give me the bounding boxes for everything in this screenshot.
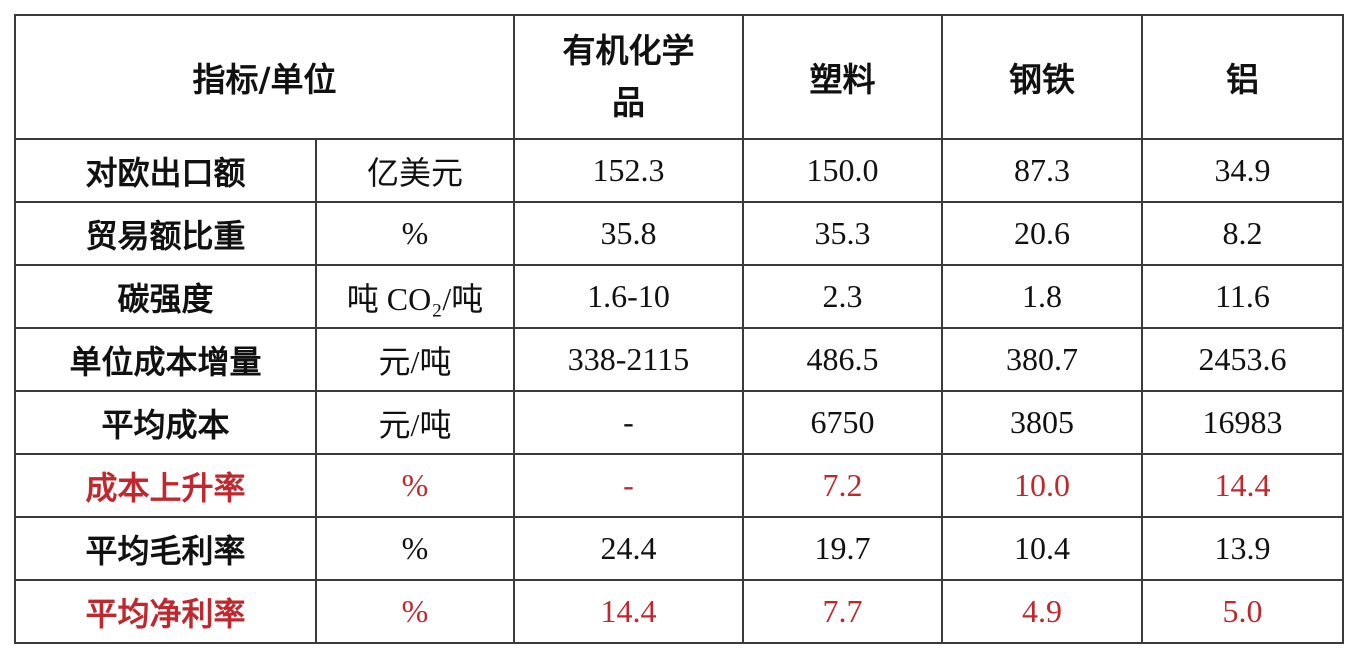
unit-cell: %	[315, 579, 515, 644]
row-label: 平均净利率	[14, 579, 317, 644]
value-cell: 10.4	[941, 516, 1143, 581]
value-cell: 16983	[1141, 390, 1344, 455]
value-cell: 14.4	[513, 579, 744, 644]
unit-cell: %	[315, 516, 515, 581]
value-cell: 1.6-10	[513, 264, 744, 329]
unit-cell: 元/吨	[315, 390, 515, 455]
body-row: 平均成本 元/吨 -6750 3805 16983	[14, 390, 1344, 455]
value-cell: 338-2115	[513, 327, 744, 392]
value-cell: -	[513, 453, 744, 518]
value-cell: 6750	[742, 390, 943, 455]
header-text: 有机化学品	[562, 31, 695, 122]
row-label: 碳强度	[14, 264, 317, 329]
value-cell: 3805	[941, 390, 1143, 455]
unit-cell: 元/吨	[315, 327, 515, 392]
row-label: 单位成本增量	[14, 327, 317, 392]
value-cell: 87.3	[941, 138, 1143, 203]
value-cell: 20.6	[941, 201, 1143, 266]
row-label: 平均成本	[14, 390, 317, 455]
value-cell: 152.3	[513, 138, 744, 203]
header-cell: 指标/单位	[14, 14, 515, 140]
row-label: 对欧出口额	[14, 138, 317, 203]
header-text: 指标/单位	[192, 60, 337, 99]
unit-cell: %	[315, 453, 515, 518]
row-label: 成本上升率	[14, 453, 317, 518]
body-row: 平均毛利率% 24.4 19.7 10.4 13.9	[14, 516, 1344, 581]
value-cell: -	[513, 390, 744, 455]
body-row: 平均净利率% 14.4 7.7 4.9 5.0	[14, 579, 1344, 644]
body-row: 贸易额比重% 35.8 35.3 20.6 8.2	[14, 201, 1344, 266]
data-table: 指标/单位 有机化学品 塑料 钢铁 铝对欧出口额 亿美元 152.3 150.0 87.3 34.…	[14, 14, 1344, 644]
value-cell: 2453.6	[1141, 327, 1344, 392]
body-row: 单位成本增量 元/吨 338-2115 486.5 380.7 2453.6	[14, 327, 1344, 392]
body-row: 碳强度吨 CO₂/吨 1.6-10 2.3 1.8 11.6	[14, 264, 1344, 329]
value-cell: 19.7	[742, 516, 943, 581]
value-cell: 35.8	[513, 201, 744, 266]
unit-cell: 亿美元	[315, 138, 515, 203]
value-cell: 13.9	[1141, 516, 1344, 581]
value-cell: 150.0	[742, 138, 943, 203]
value-cell: 7.7	[742, 579, 943, 644]
value-cell: 486.5	[742, 327, 943, 392]
value-cell: 1.8	[941, 264, 1143, 329]
unit-cell: %	[315, 201, 515, 266]
header-text: 塑料	[809, 60, 876, 99]
header-cell: 钢铁	[941, 14, 1143, 140]
value-cell: 11.6	[1141, 264, 1344, 329]
header-text: 钢铁	[1009, 60, 1075, 99]
value-cell: 14.4	[1141, 453, 1344, 518]
value-cell: 8.2	[1141, 201, 1344, 266]
body-row: 对欧出口额 亿美元 152.3 150.0 87.3 34.9	[14, 138, 1344, 203]
value-cell: 10.0	[941, 453, 1143, 518]
header-cell: 铝	[1141, 14, 1344, 140]
value-cell: 2.3	[742, 264, 943, 329]
body-row: 成本上升率% -7.2 10.0 14.4	[14, 453, 1344, 518]
unit-cell: 吨 CO₂/吨	[315, 264, 515, 329]
header-row: 指标/单位 有机化学品 塑料 钢铁 铝	[14, 14, 1344, 140]
value-cell: 34.9	[1141, 138, 1344, 203]
value-cell: 35.3	[742, 201, 943, 266]
header-text: 铝	[1226, 60, 1259, 99]
header-cell: 塑料	[742, 14, 943, 140]
row-label: 贸易额比重	[14, 201, 317, 266]
value-cell: 24.4	[513, 516, 744, 581]
value-cell: 7.2	[742, 453, 943, 518]
row-label: 平均毛利率	[14, 516, 317, 581]
table-container: 指标/单位 有机化学品 塑料 钢铁 铝对欧出口额 亿美元 152.3 150.0 87.3 34.…	[14, 14, 1344, 644]
value-cell: 380.7	[941, 327, 1143, 392]
value-cell: 5.0	[1141, 579, 1344, 644]
value-cell: 4.9	[941, 579, 1143, 644]
header-cell: 有机化学品	[513, 14, 744, 140]
